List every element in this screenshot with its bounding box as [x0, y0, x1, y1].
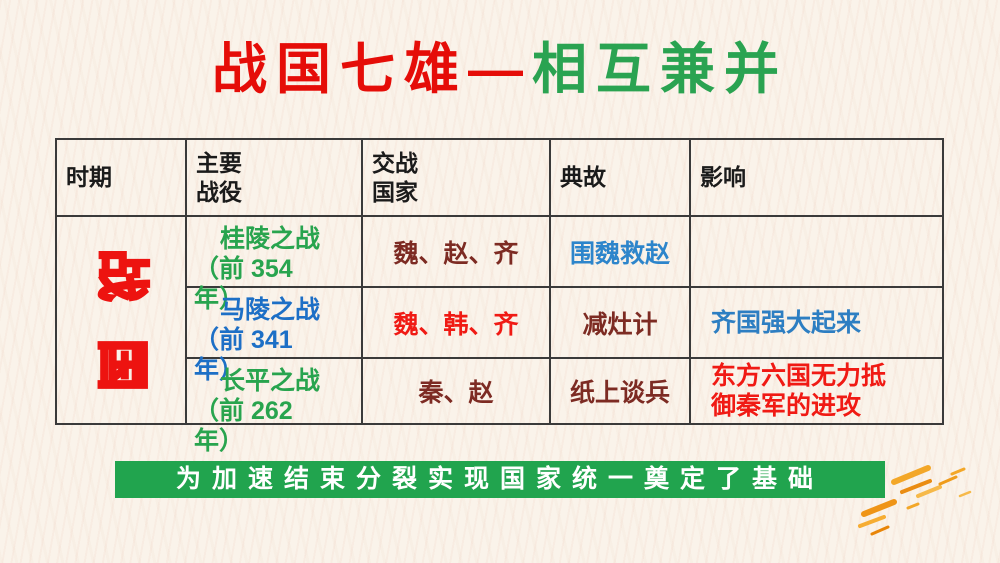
- table-row-1-battle-cell: 桂陵之战 （前 354 年）: [187, 217, 363, 313]
- title-green-segment: 相互兼并: [532, 38, 789, 100]
- battle-name-guiling: 桂陵之战 （前 354 年）: [194, 225, 321, 313]
- header-period: 时期: [57, 140, 187, 217]
- influence-row-2: 齐国强大起来: [691, 288, 942, 359]
- period-char-zhan: 战: [90, 247, 151, 302]
- conclusion-banner: 为加速结束分裂实现国家统一奠定了基础: [115, 461, 885, 498]
- allusion-row-2: 减灶计: [551, 288, 691, 359]
- header-allusion: 典故: [551, 140, 691, 217]
- title-red-segment: 战国七雄—: [211, 38, 532, 100]
- allusion-row-1: 围魏救赵: [551, 217, 691, 288]
- battle-name-changping: 长平之战 （前 262 年）: [194, 367, 321, 455]
- orange-scribble-decoration: [858, 465, 972, 536]
- table-row-3-battle-cell: 长平之战 （前 262 年）: [187, 359, 363, 455]
- battle-name-maling: 马陵之战 （前 341 年）: [194, 296, 321, 384]
- table-row-2-battle-cell: 马陵之战 （前 341 年）: [187, 288, 363, 384]
- period-cell-warring-states: 战 国: [57, 217, 187, 423]
- battles-table: 时期 主要 战役 交战 国家 典故 影响 战 国 桂陵之战 （前 354 年） …: [55, 138, 944, 455]
- countries-row-1: 魏、赵、齐: [363, 217, 551, 288]
- influence-row-1: [691, 217, 942, 288]
- allusion-row-3: 纸上谈兵: [551, 359, 691, 423]
- countries-row-2: 魏、韩、齐: [363, 288, 551, 359]
- header-main-battle: 主要 战役: [187, 140, 363, 217]
- countries-row-3: 秦、赵: [363, 359, 551, 423]
- influence-row-3: 东方六国无力抵 御秦军的进攻: [711, 362, 887, 420]
- period-char-guo: 国: [90, 337, 151, 392]
- header-warring-states: 交战 国家: [363, 140, 551, 217]
- header-influence: 影响: [691, 140, 942, 217]
- page-title: 战国七雄—相互兼并: [0, 24, 1000, 104]
